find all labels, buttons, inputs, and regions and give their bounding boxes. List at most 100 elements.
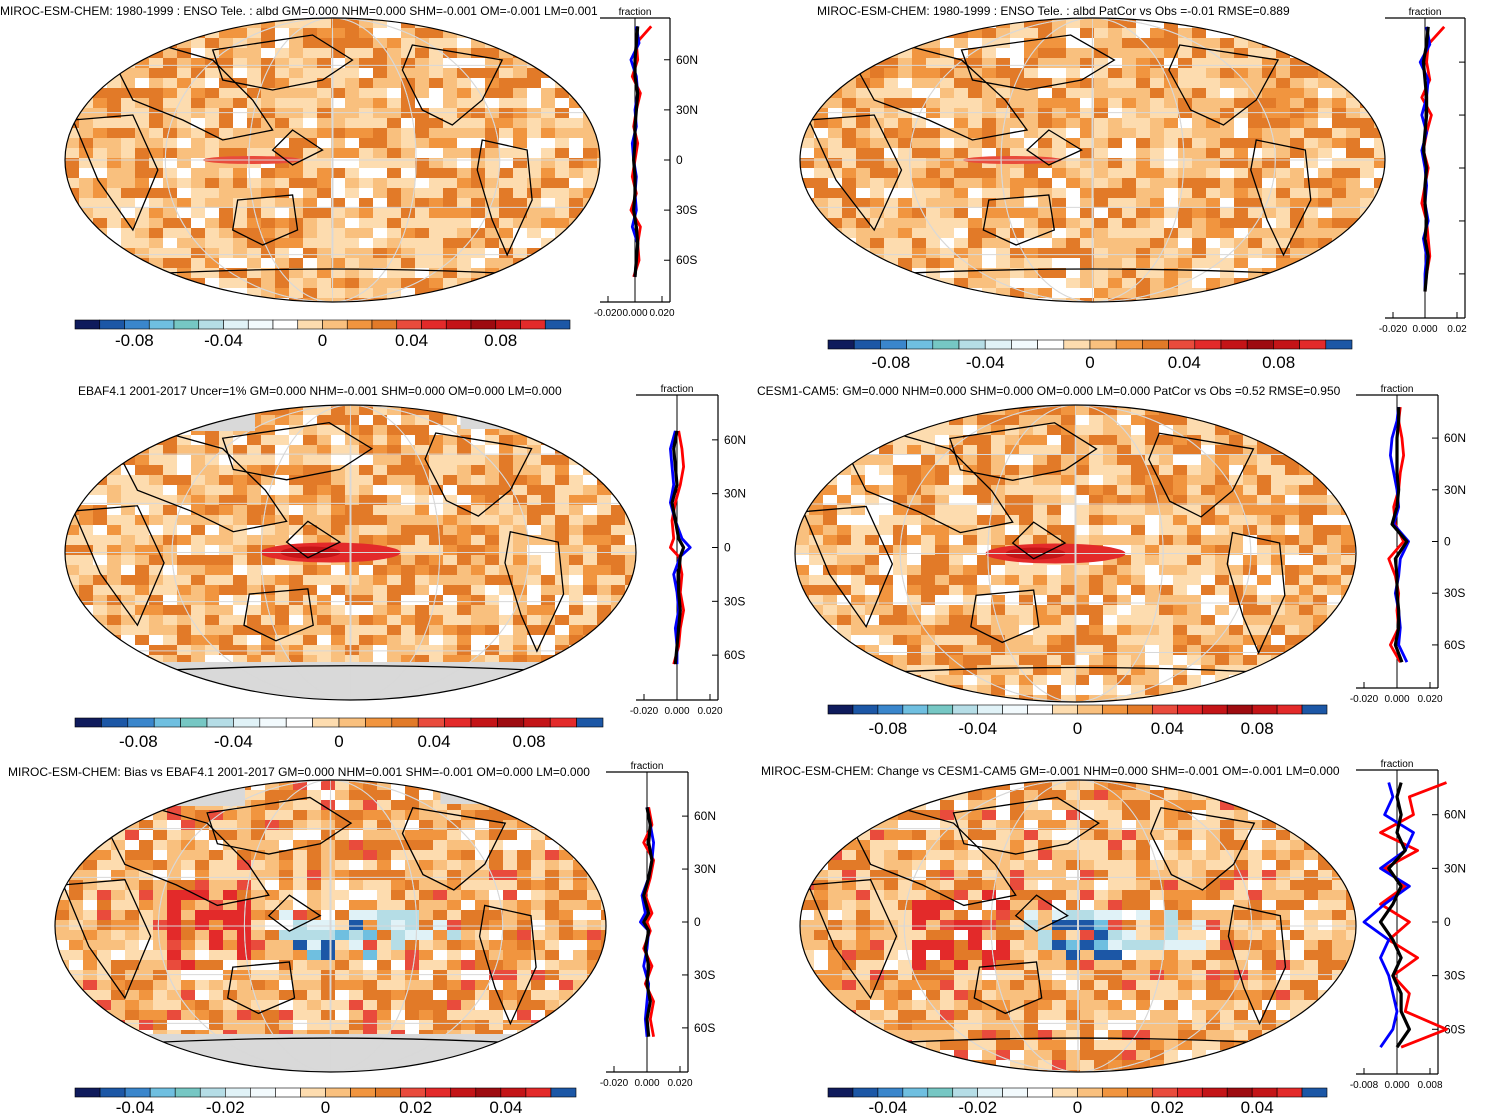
colorbar-bin [827,339,855,350]
colorbar-bin [1127,704,1153,715]
colorbar-label: -0.04 [958,719,997,738]
profile-series-model [669,430,685,665]
colorbar-label: 0.08 [1262,353,1295,372]
colorbar-bin [576,717,604,728]
colorbar-bin [396,319,422,330]
profile-xtick: -0.020 [630,706,659,717]
colorbar-bin [470,717,498,728]
coastline [1148,432,1255,518]
profile-series-mean [1378,782,1411,1049]
colorbar-label: 0.08 [513,732,546,751]
coastline [231,194,299,246]
profile-series-mean [1390,407,1409,663]
profile-xlabel: fraction [619,7,652,18]
profile-lat-label: 60N [724,433,746,447]
colorbar-bin [1276,1087,1303,1098]
colorbar-bin [520,319,546,330]
colorbar-bin [180,717,208,728]
coastline [952,796,1100,855]
colorbar-label: -0.04 [214,732,253,751]
colorbar-bin [1325,339,1353,350]
colorbar-label: -0.04 [966,353,1005,372]
colorbar-bin [1201,704,1228,715]
profile-xtick: 0.000 [634,1078,659,1089]
profile-series-model [642,807,655,1037]
colorbar-label: -0.02 [958,1098,997,1117]
colorbar-bin [1246,339,1274,350]
colorbar-bin [1301,704,1328,715]
colorbar-bin [475,1087,502,1098]
colorbar-bin [1052,1087,1078,1098]
colorbar-bin [421,319,447,330]
profile-xtick: 0.000 [622,308,647,319]
profile-xtick: 0.02 [1447,324,1467,335]
colorbar-bin [852,704,879,715]
map-frame [799,17,1386,303]
profile-xtick: -0.020 [1350,694,1379,705]
profile-xtick: 0.020 [1417,694,1442,705]
colorbar-bin [325,1087,351,1098]
colorbar-label: 0.04 [1241,1098,1274,1117]
profile-lat-label: 0 [1444,535,1451,549]
profile-lat-label: 30S [724,594,745,608]
profile-lat-label: 30N [724,487,746,501]
colorbar-bin [1273,339,1300,350]
coastline [211,34,354,91]
colorbar-bin [223,319,249,330]
colorbar-bin [1142,339,1169,350]
profile-xlabel: fraction [1381,384,1414,395]
colorbar-bin [927,1087,954,1098]
coastline [243,588,314,642]
colorbar-bin [1002,1087,1028,1098]
profile-series-mean [670,430,686,665]
colorbar-label: -0.04 [204,331,243,350]
colorbar-label: -0.04 [869,1098,908,1117]
profile-lat-label: 0 [694,915,701,929]
coastline [424,432,533,517]
profile-lat-label: 60S [1444,638,1465,652]
coastline [271,129,324,166]
colorbar-bin [148,319,175,330]
colorbar-bin [853,339,881,350]
colorbar-bin [1063,339,1091,350]
colorbar-label: 0.04 [395,331,428,350]
coastline [206,796,353,855]
colorbar-bin [124,1087,151,1098]
colorbar-bin [977,1087,1003,1098]
colorbar-bin [322,319,348,330]
colorbar-label: 0 [1073,1098,1082,1117]
colorbar-bin [1102,1087,1128,1098]
colorbar-bin [275,1087,301,1098]
colorbar-bin [902,1087,929,1098]
colorbar-bin [1194,339,1222,350]
colorbar-label: 0.04 [489,1098,522,1117]
coastline [504,530,565,653]
map-frame [54,779,607,1073]
colorbar-bin [550,1087,577,1098]
colorbar-label: 0.04 [1151,719,1184,738]
colorbar-bin [877,1087,904,1098]
map-field [65,405,636,700]
colorbar-bin [958,339,986,350]
panel-title: EBAF4.1 2001-2017 Uncer=1% GM=0.000 NHM=… [78,384,562,398]
coastline [1014,894,1069,932]
colorbar-label: 0.08 [1241,719,1274,738]
coastline [1227,904,1287,1026]
colorbar-bin [1276,704,1303,715]
colorbar-bin [425,1087,452,1098]
colorbar-bin [1226,704,1253,715]
coastline [267,894,322,932]
coastline [476,139,533,257]
colorbar-bin [1299,339,1327,350]
colorbar-bin [371,319,398,330]
colorbar-bin [233,717,261,728]
profile-lat-label: 60S [676,253,697,267]
coastline [970,589,1040,644]
profile-xtick: 0.020 [697,706,722,717]
colorbar-bin [247,319,274,330]
profile-xlabel: fraction [1381,759,1414,770]
colorbar-bin [827,1087,854,1098]
profile-lat-label: 0 [724,541,731,555]
profile-lat-label: 60N [1444,431,1466,445]
colorbar-bin [206,717,234,728]
